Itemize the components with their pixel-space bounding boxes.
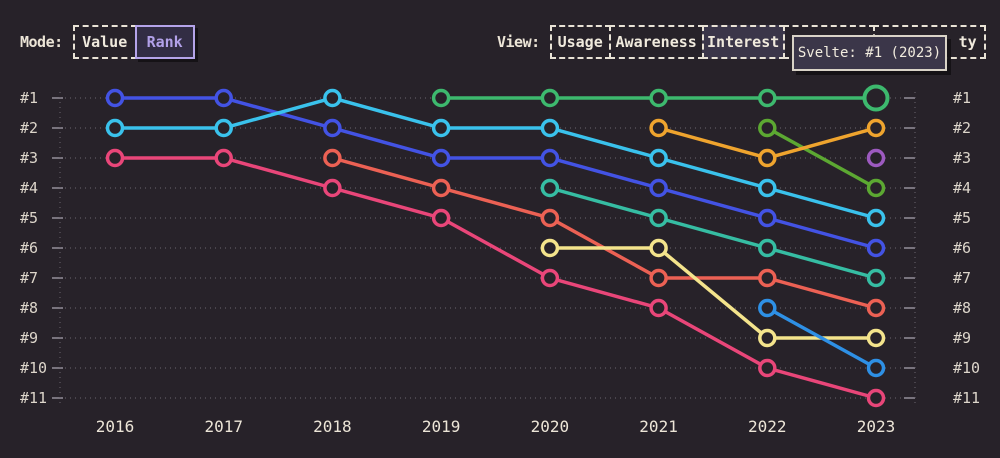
rank-axis-label-left: #11 [20, 389, 47, 407]
year-axis-label: 2020 [531, 417, 570, 436]
series-point-yellow[interactable] [758, 328, 777, 348]
series-point-pink[interactable] [323, 178, 342, 198]
chart-tooltip-text: Svelte: #1 (2023) [797, 45, 942, 61]
rank-axis-label-right: #3 [953, 149, 971, 167]
series-point-pink[interactable] [214, 148, 233, 168]
rank-axis-label-right: #1 [953, 89, 971, 107]
year-axis-label: 2018 [313, 417, 352, 436]
series-point-svelte-green[interactable] [758, 88, 777, 108]
mode-option-rank[interactable]: Rank [134, 25, 195, 59]
series-point-pink[interactable] [649, 298, 668, 318]
view-toggle-group: View: Usage Awareness Interest ty [497, 25, 986, 59]
series-point-salmon[interactable] [323, 148, 342, 168]
series-point-salmon[interactable] [866, 298, 886, 318]
series-point-orange[interactable] [649, 118, 668, 138]
series-point-salmon[interactable] [540, 208, 560, 228]
year-axis-label: 2021 [639, 417, 678, 436]
series-point-indigo-blue[interactable] [431, 148, 451, 168]
series-point-pink[interactable] [866, 388, 886, 408]
series-point-pink[interactable] [540, 268, 560, 288]
year-axis-label: 2017 [204, 417, 243, 436]
series-point-indigo-blue[interactable] [649, 178, 668, 198]
year-axis-label: 2019 [422, 417, 461, 436]
rank-axis-label-right: #8 [953, 299, 971, 317]
series-point-orange[interactable] [866, 118, 886, 138]
mode-label: Mode: [20, 33, 63, 51]
series-point-indigo-blue[interactable] [866, 238, 886, 258]
series-point-olive-green[interactable] [758, 118, 777, 138]
series-point-cyan[interactable] [866, 208, 886, 228]
mode-toggle-group: Mode: Value Rank [20, 25, 195, 59]
rank-axis-label-right: #9 [953, 329, 971, 347]
series-point-indigo-blue[interactable] [105, 88, 125, 108]
series-point-salmon[interactable] [649, 268, 668, 288]
series-point-orange[interactable] [758, 148, 777, 168]
series-point-cyan[interactable] [649, 148, 668, 168]
series-point-teal[interactable] [866, 268, 886, 288]
rank-axis-label-left: #4 [20, 179, 38, 197]
series-point-svelte-green[interactable] [431, 88, 451, 108]
series-line-pink[interactable] [115, 156, 877, 400]
series-point-cyan[interactable] [758, 178, 777, 198]
series-point-yellow[interactable] [540, 238, 560, 258]
series-point-teal[interactable] [758, 238, 777, 258]
rank-axis-label-right: #4 [953, 179, 971, 197]
series-line-teal[interactable] [549, 186, 877, 280]
rank-axis-label-left: #6 [20, 239, 38, 257]
rank-axis-label-left: #2 [20, 119, 38, 137]
series-point-pink[interactable] [758, 358, 777, 378]
series-point-sky-blue[interactable] [866, 358, 886, 378]
series-point-indigo-blue[interactable] [214, 88, 233, 108]
rank-axis-label-right: #2 [953, 119, 971, 137]
series-point-teal[interactable] [540, 178, 560, 198]
series-point-purple[interactable] [866, 148, 886, 168]
series-line-cyan[interactable] [115, 96, 877, 220]
series-point-yellow[interactable] [866, 328, 886, 348]
series-point-teal[interactable] [649, 208, 668, 228]
series-point-indigo-blue[interactable] [540, 148, 560, 168]
year-axis-label: 2016 [96, 417, 135, 436]
series-point-cyan[interactable] [214, 118, 233, 138]
series-line-indigo-blue[interactable] [115, 96, 877, 250]
series-line-sky-blue[interactable] [766, 306, 877, 370]
series-point-svelte-green[interactable] [862, 84, 890, 112]
series-point-pink[interactable] [105, 148, 125, 168]
year-axis-label: 2022 [748, 417, 787, 436]
chart-tooltip: Svelte: #1 (2023) [792, 35, 947, 71]
rank-axis-label-left: #7 [20, 269, 38, 287]
rank-axis-label-right: #6 [953, 239, 971, 257]
rank-axis-label-left: #1 [20, 89, 38, 107]
rank-axis-label-left: #5 [20, 209, 38, 227]
series-point-indigo-blue[interactable] [323, 118, 342, 138]
rank-axis-label-right: #11 [953, 389, 980, 407]
series-point-yellow[interactable] [649, 238, 668, 258]
series-point-salmon[interactable] [431, 178, 451, 198]
rank-axis-label-right: #5 [953, 209, 971, 227]
series-line-salmon[interactable] [331, 156, 877, 310]
series-point-pink[interactable] [431, 208, 451, 228]
series-point-salmon[interactable] [758, 268, 777, 288]
series-point-cyan[interactable] [540, 118, 560, 138]
series-point-svelte-green[interactable] [540, 88, 560, 108]
toolbar: Mode: Value Rank View: Usage Awareness I… [0, 0, 1000, 80]
series-point-cyan[interactable] [431, 118, 451, 138]
rank-axis-label-left: #10 [20, 359, 47, 377]
series-point-cyan[interactable] [323, 88, 342, 108]
series-point-svelte-green[interactable] [649, 88, 668, 108]
rank-axis-label-left: #3 [20, 149, 38, 167]
year-axis-label: 2023 [857, 417, 896, 436]
series-point-indigo-blue[interactable] [758, 208, 777, 228]
series-point-sky-blue[interactable] [758, 298, 777, 318]
rank-axis-label-right: #7 [953, 269, 971, 287]
series-point-olive-green[interactable] [866, 178, 886, 198]
rank-axis-label-left: #8 [20, 299, 38, 317]
view-label: View: [497, 33, 540, 51]
rank-axis-label-right: #10 [953, 359, 980, 377]
series-point-cyan[interactable] [105, 118, 125, 138]
series-line-olive-green[interactable] [766, 126, 877, 190]
rank-axis-label-left: #9 [20, 329, 38, 347]
